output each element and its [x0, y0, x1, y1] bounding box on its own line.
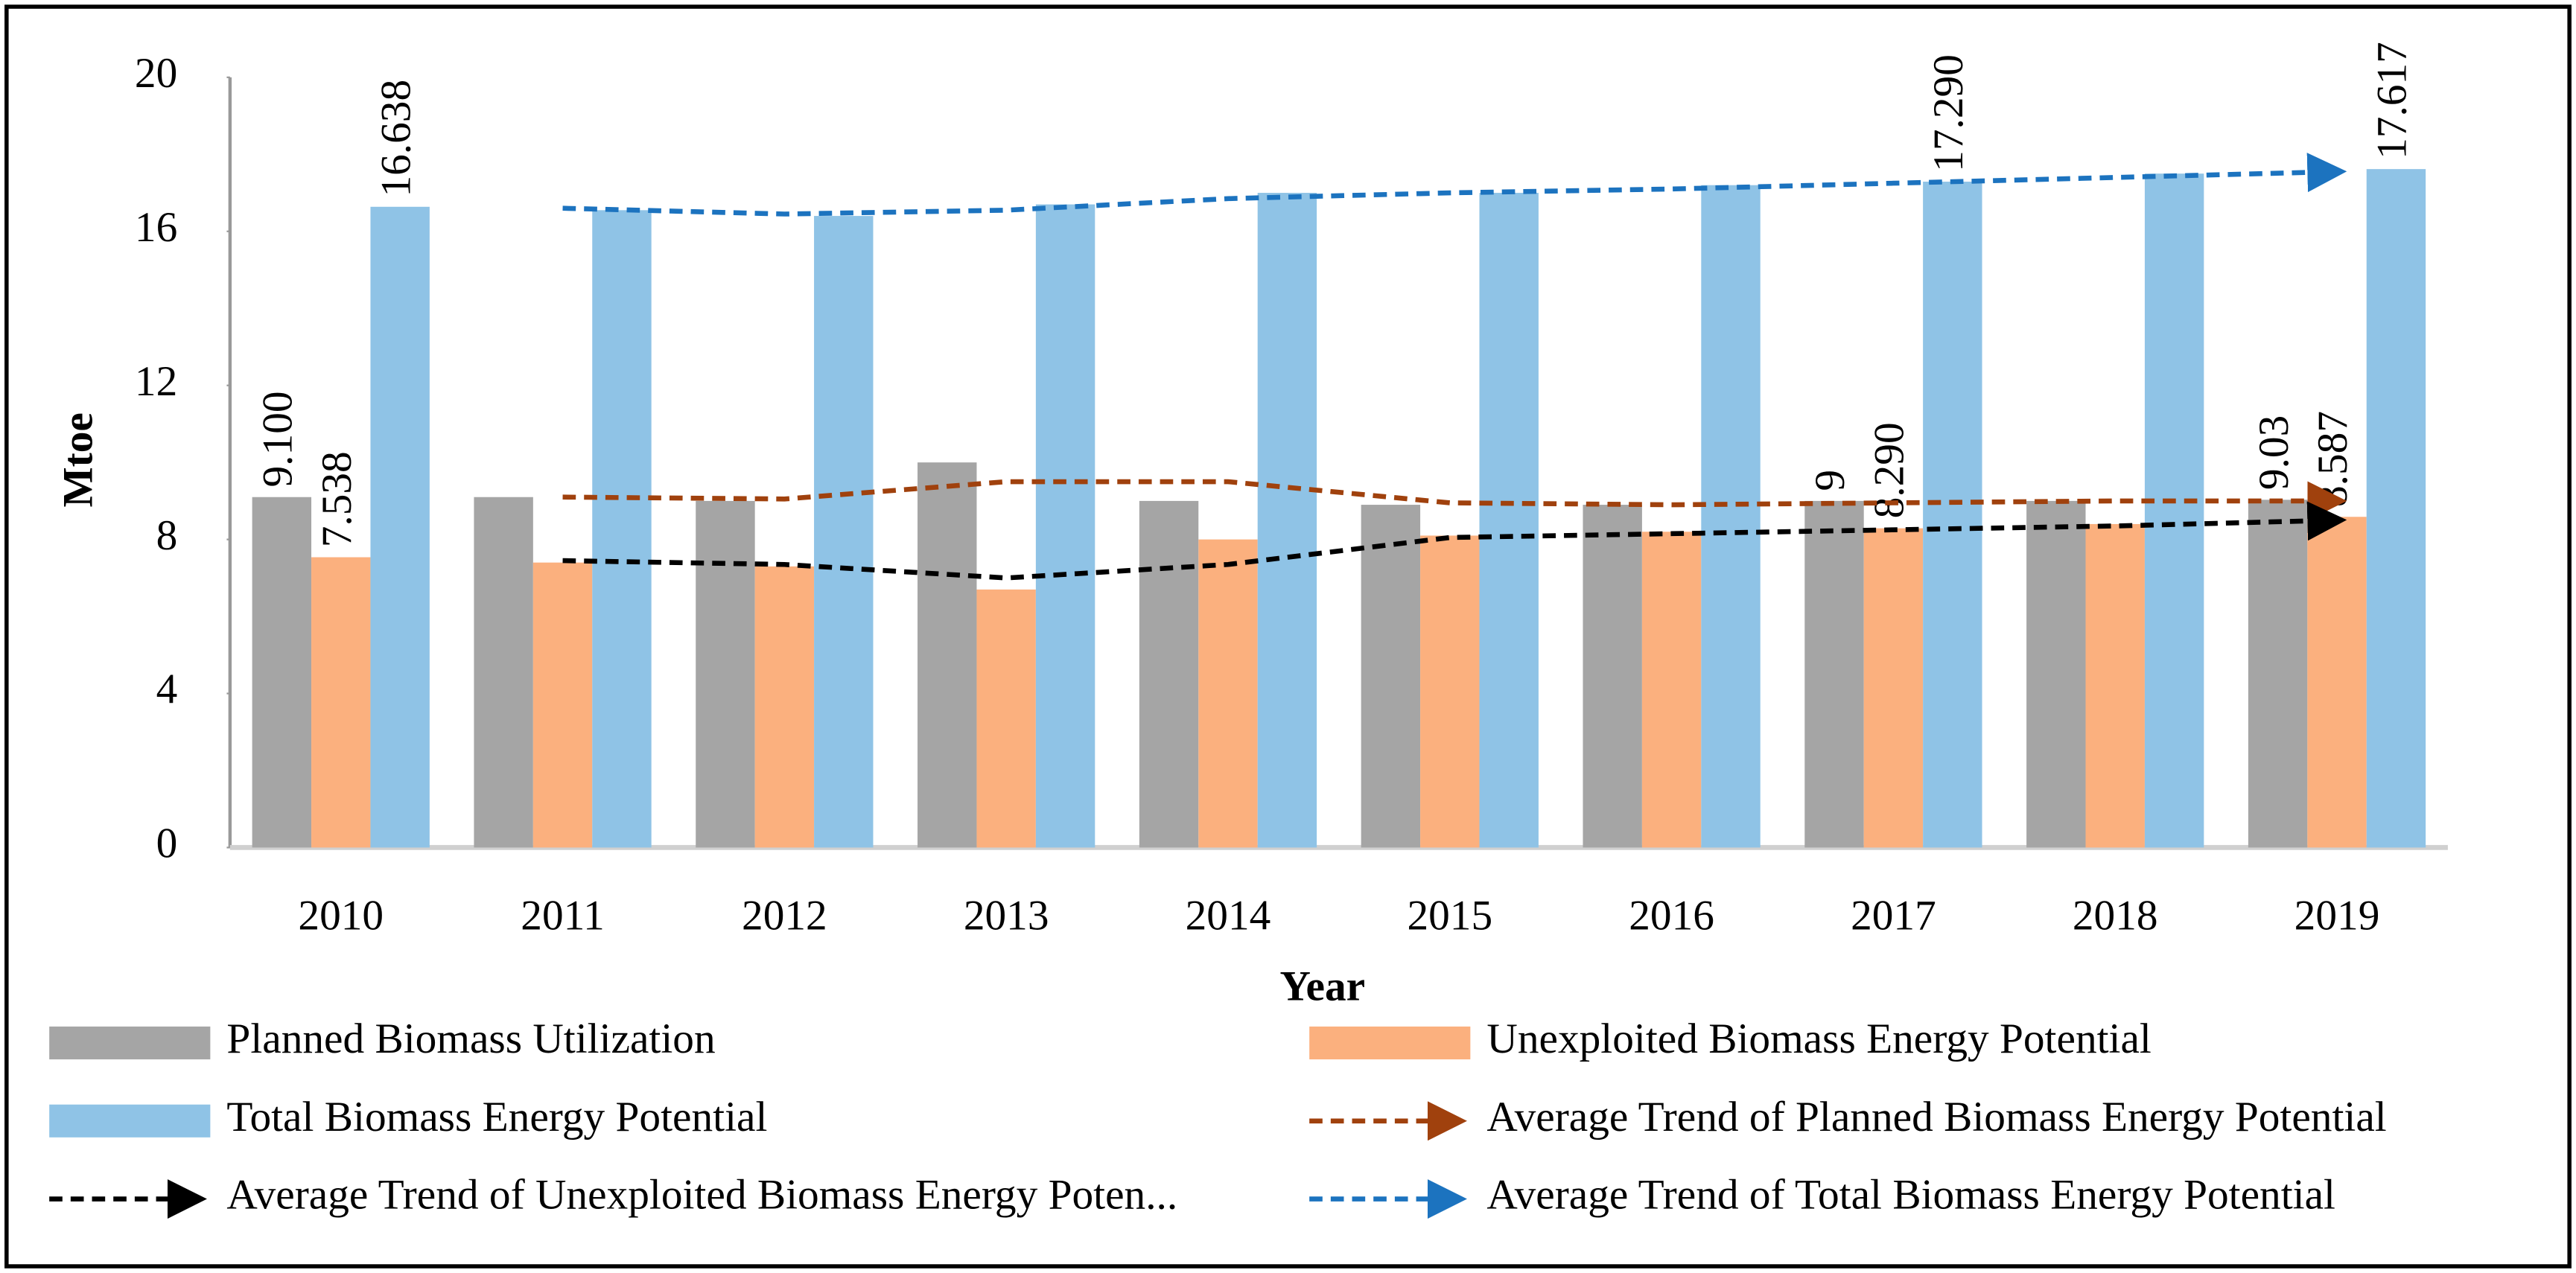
bar [1139, 500, 1199, 848]
data-label: 7.538 [314, 451, 360, 547]
bar [2144, 173, 2204, 848]
bar [252, 497, 312, 848]
bar [1863, 528, 1924, 848]
legend-label: Average Trend of Planned Biomass Energy … [1486, 1094, 2386, 1140]
bar [2085, 523, 2145, 848]
data-label: 9.03 [2251, 415, 2297, 490]
bar [2026, 500, 2086, 848]
legend-label: Total Biomass Energy Potential [226, 1094, 767, 1140]
bar [696, 500, 755, 848]
x-axis-title: Year [1280, 963, 1366, 1010]
x-tick-label: 2017 [1851, 893, 1936, 939]
x-tick-label: 2013 [964, 893, 1049, 939]
trend-line [562, 153, 2347, 217]
data-label: 9 [1807, 470, 1854, 491]
y-tick-label: 12 [135, 358, 177, 405]
bar [474, 497, 533, 848]
y-tick-label: 8 [156, 512, 178, 559]
bar [370, 206, 430, 848]
data-label: 17.290 [1925, 54, 1972, 172]
x-tick-label: 2018 [2073, 893, 2158, 939]
legend-label: Average Trend of Total Biomass Energy Po… [1486, 1172, 2335, 1219]
bar [754, 566, 815, 848]
legend-label: Planned Biomass Utilization [226, 1015, 715, 1062]
legend-swatch [49, 1104, 211, 1138]
x-tick-label: 2016 [1629, 893, 1714, 939]
x-tick-label: 2015 [1407, 893, 1492, 939]
bar [2248, 500, 2308, 848]
y-tick-label: 0 [156, 820, 178, 867]
legend-label: Average Trend of Unexploited Biomass Ene… [226, 1172, 1177, 1219]
x-tick-label: 2012 [742, 893, 827, 939]
bar [2307, 517, 2367, 848]
bar [1420, 535, 1480, 848]
data-label: 17.617 [2369, 42, 2416, 159]
bar [976, 589, 1036, 848]
y-axis-title: Mtoe [54, 412, 101, 507]
bar [2366, 169, 2426, 848]
data-label: 16.638 [372, 80, 419, 197]
bar [1583, 505, 1642, 848]
bar [1361, 505, 1421, 848]
bar [1257, 193, 1317, 848]
bar [1804, 500, 1864, 848]
legend-swatch [49, 1026, 211, 1060]
trend-line [562, 479, 2347, 521]
x-tick-label: 2019 [2294, 893, 2380, 939]
bar [532, 562, 593, 848]
bar [1198, 539, 1258, 848]
bar [917, 462, 977, 848]
bar [592, 210, 652, 848]
bar [814, 216, 874, 848]
trend-line [562, 501, 2347, 581]
y-tick-label: 16 [135, 204, 177, 251]
legend-label: Unexploited Biomass Energy Potential [1486, 1015, 2151, 1062]
data-label: 9.100 [254, 391, 301, 487]
x-tick-label: 2011 [521, 893, 605, 939]
x-tick-label: 2010 [298, 893, 384, 939]
bar [311, 557, 371, 848]
data-label: 8.587 [2309, 411, 2356, 507]
bar [1641, 532, 1702, 848]
y-tick-label: 4 [156, 666, 178, 713]
y-tick-label: 20 [135, 50, 177, 97]
x-tick-label: 2014 [1186, 893, 1271, 939]
bar [1035, 204, 1095, 848]
legend-swatch [1309, 1026, 1471, 1060]
bar [1701, 185, 1761, 848]
bar [1923, 182, 1982, 848]
bar [1479, 193, 1539, 848]
